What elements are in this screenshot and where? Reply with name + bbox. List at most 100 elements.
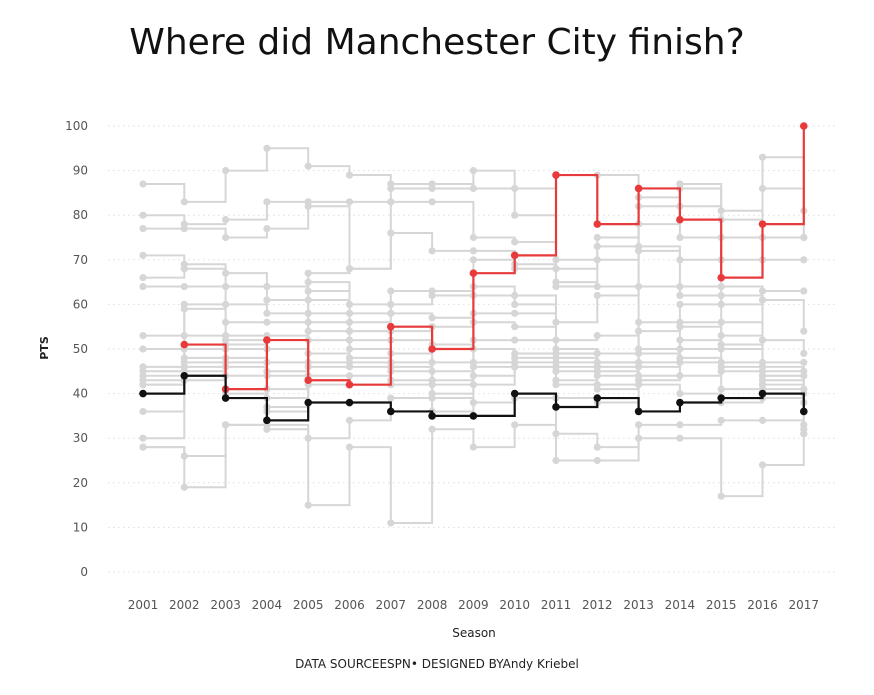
data-point[interactable] <box>593 385 601 393</box>
data-point[interactable] <box>469 443 477 451</box>
data-point[interactable] <box>800 327 808 335</box>
data-point[interactable] <box>263 198 271 206</box>
data-point[interactable] <box>304 327 312 335</box>
data-point[interactable] <box>304 318 312 326</box>
data-point[interactable] <box>304 287 312 295</box>
data-point[interactable] <box>345 416 354 424</box>
data-point[interactable] <box>469 372 477 380</box>
data-point[interactable] <box>800 349 808 358</box>
data-point[interactable] <box>635 327 643 335</box>
data-point[interactable] <box>676 390 684 398</box>
data-point[interactable] <box>387 184 395 193</box>
data-point[interactable] <box>180 371 189 380</box>
data-point[interactable] <box>345 363 354 371</box>
data-point[interactable] <box>676 372 684 380</box>
data-point[interactable] <box>304 278 312 286</box>
data-point[interactable] <box>345 345 354 353</box>
data-point[interactable] <box>676 323 684 331</box>
data-point[interactable] <box>180 305 188 313</box>
data-point[interactable] <box>263 309 271 317</box>
data-point[interactable] <box>180 282 188 291</box>
data-point[interactable] <box>180 224 188 233</box>
data-point[interactable] <box>676 421 684 429</box>
data-point[interactable] <box>635 247 643 255</box>
data-point[interactable] <box>676 291 684 300</box>
data-point[interactable] <box>139 434 147 442</box>
data-point[interactable] <box>593 291 601 300</box>
data-point[interactable] <box>222 421 230 429</box>
data-point[interactable] <box>428 198 436 206</box>
data-point[interactable] <box>304 296 312 304</box>
data-point[interactable] <box>510 389 519 398</box>
data-point[interactable] <box>222 167 230 175</box>
data-point[interactable] <box>387 322 395 331</box>
data-point[interactable] <box>676 233 684 242</box>
data-point[interactable] <box>511 323 519 331</box>
data-point[interactable] <box>428 180 436 188</box>
data-point[interactable] <box>428 291 436 300</box>
data-point[interactable] <box>717 394 725 402</box>
data-point[interactable] <box>345 443 354 451</box>
data-point[interactable] <box>387 519 395 527</box>
data-point[interactable] <box>676 434 684 442</box>
data-point[interactable] <box>758 287 767 295</box>
data-point[interactable] <box>387 300 395 308</box>
data-point[interactable] <box>469 381 477 389</box>
data-point[interactable] <box>676 345 684 353</box>
data-point[interactable] <box>263 336 271 344</box>
data-point[interactable] <box>511 238 519 246</box>
data-point[interactable] <box>139 381 147 389</box>
data-point[interactable] <box>593 443 601 451</box>
data-point[interactable] <box>758 296 767 304</box>
data-point[interactable] <box>139 211 147 219</box>
data-point[interactable] <box>552 282 560 291</box>
data-point[interactable] <box>717 385 725 393</box>
data-point[interactable] <box>634 184 643 193</box>
data-point[interactable] <box>180 198 188 206</box>
data-point[interactable] <box>511 300 519 308</box>
data-point[interactable] <box>511 309 519 317</box>
data-point[interactable] <box>635 381 643 389</box>
data-point[interactable] <box>387 309 395 317</box>
data-point[interactable] <box>511 421 519 429</box>
data-point[interactable] <box>552 403 560 411</box>
data-point[interactable] <box>635 421 643 429</box>
data-point[interactable] <box>800 233 808 242</box>
data-point[interactable] <box>139 251 147 259</box>
data-point[interactable] <box>139 443 147 451</box>
data-point[interactable] <box>428 314 436 322</box>
data-point[interactable] <box>469 247 477 255</box>
data-point[interactable] <box>428 425 436 433</box>
data-point[interactable] <box>758 184 767 193</box>
data-point[interactable] <box>593 394 602 402</box>
data-point[interactable] <box>139 332 147 340</box>
data-point[interactable] <box>428 412 436 420</box>
data-point[interactable] <box>800 256 808 264</box>
data-point[interactable] <box>345 372 354 380</box>
data-point[interactable] <box>263 144 271 152</box>
data-point[interactable] <box>387 407 395 416</box>
data-point[interactable] <box>263 224 271 233</box>
data-point[interactable] <box>222 216 230 224</box>
data-point[interactable] <box>139 282 147 291</box>
data-point[interactable] <box>304 501 312 509</box>
data-point[interactable] <box>345 198 354 206</box>
data-point[interactable] <box>469 167 477 175</box>
data-point[interactable] <box>552 456 560 465</box>
data-point[interactable] <box>469 233 477 242</box>
data-point[interactable] <box>263 416 271 425</box>
data-point[interactable] <box>758 220 767 228</box>
data-point[interactable] <box>263 425 271 433</box>
data-point[interactable] <box>717 367 725 375</box>
data-point[interactable] <box>139 180 147 188</box>
data-point[interactable] <box>222 233 230 242</box>
data-point[interactable] <box>758 389 767 398</box>
data-point[interactable] <box>304 309 312 317</box>
data-point[interactable] <box>304 162 312 170</box>
data-point[interactable] <box>387 394 395 402</box>
data-point[interactable] <box>676 398 684 407</box>
data-point[interactable] <box>469 412 478 420</box>
data-point[interactable] <box>800 122 808 130</box>
data-point[interactable] <box>345 398 354 407</box>
data-point[interactable] <box>510 251 519 260</box>
